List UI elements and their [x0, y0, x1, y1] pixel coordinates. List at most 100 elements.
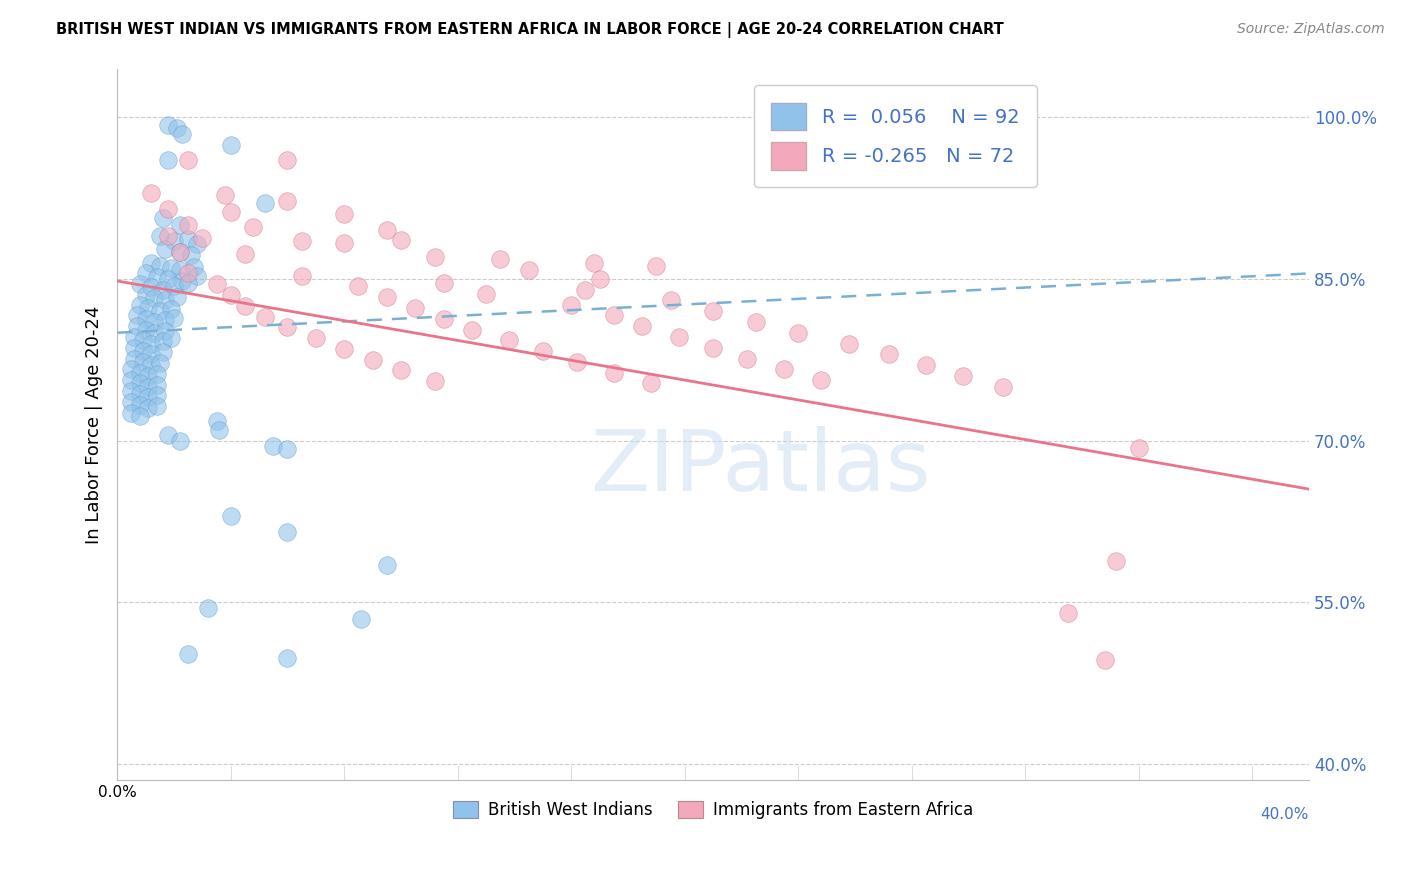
Point [149, 259, 172, 273]
Point [166, 120, 188, 135]
Point [631, 319, 654, 334]
Point [155, 313, 177, 327]
Point [461, 322, 484, 336]
Point [645, 259, 668, 273]
Point [333, 342, 356, 356]
Point [183, 260, 205, 274]
Point [744, 315, 766, 329]
Point [952, 368, 974, 383]
Point [122, 341, 145, 355]
Point [125, 319, 148, 334]
Point [172, 128, 194, 142]
Point [135, 311, 157, 326]
Point [128, 398, 150, 412]
Point [120, 384, 142, 398]
Text: 40.0%: 40.0% [1261, 807, 1309, 822]
Point [233, 299, 256, 313]
Point [305, 331, 328, 345]
Point [423, 250, 446, 264]
Point [177, 232, 200, 246]
Point [350, 611, 373, 625]
Point [432, 311, 454, 326]
Point [877, 347, 900, 361]
Point [128, 298, 150, 312]
Point [146, 388, 169, 402]
Point [122, 351, 145, 366]
Point [143, 315, 166, 329]
Point [735, 351, 758, 366]
Point [588, 272, 610, 286]
Point [128, 277, 150, 292]
Point [160, 260, 183, 275]
Point [640, 376, 662, 391]
Point [163, 279, 186, 293]
Text: BRITISH WEST INDIAN VS IMMIGRANTS FROM EASTERN AFRICA IN LABOR FORCE | AGE 20-24: BRITISH WEST INDIAN VS IMMIGRANTS FROM E… [56, 22, 1004, 38]
Point [1128, 441, 1150, 455]
Point [141, 347, 163, 361]
Point [574, 283, 596, 297]
Point [160, 331, 183, 345]
Point [219, 138, 242, 153]
Point [138, 391, 160, 405]
Point [333, 207, 356, 221]
Point [169, 218, 191, 232]
Point [120, 394, 142, 409]
Point [149, 304, 172, 318]
Point [138, 368, 160, 383]
Point [146, 367, 169, 381]
Point [132, 344, 155, 359]
Point [135, 288, 157, 302]
Point [423, 374, 446, 388]
Point [128, 376, 150, 391]
Point [128, 387, 150, 401]
Point [208, 423, 231, 437]
Point [135, 322, 157, 336]
Point [143, 326, 166, 340]
Point [143, 291, 166, 305]
Point [157, 228, 180, 243]
Point [157, 202, 180, 216]
Point [155, 242, 177, 256]
Point [132, 333, 155, 347]
Point [166, 290, 188, 304]
Point [702, 304, 724, 318]
Point [276, 194, 298, 209]
Point [291, 234, 314, 248]
Point [531, 344, 554, 359]
Point [389, 233, 412, 247]
Point [155, 293, 177, 308]
Point [668, 330, 690, 344]
Point [135, 267, 157, 281]
Point [152, 211, 174, 226]
Point [141, 336, 163, 351]
Point [177, 153, 200, 168]
Point [219, 205, 242, 219]
Point [177, 218, 200, 232]
Point [1057, 606, 1080, 620]
Point [160, 301, 183, 316]
Point [1105, 554, 1128, 568]
Point [169, 244, 191, 259]
Point [157, 272, 180, 286]
Point [169, 434, 191, 448]
Point [172, 274, 194, 288]
Point [276, 442, 298, 457]
Point [186, 237, 208, 252]
Point [177, 647, 200, 661]
Point [157, 118, 180, 132]
Point [197, 600, 219, 615]
Point [276, 320, 298, 334]
Point [219, 509, 242, 524]
Point [120, 373, 142, 387]
Legend: British West Indians, Immigrants from Eastern Africa: British West Indians, Immigrants from Ea… [447, 794, 980, 825]
Point [404, 301, 426, 315]
Point [141, 358, 163, 372]
Point [177, 267, 200, 281]
Point [138, 379, 160, 393]
Point [291, 268, 314, 283]
Point [347, 279, 370, 293]
Point [146, 269, 169, 284]
Point [169, 244, 191, 259]
Point [333, 236, 356, 251]
Point [138, 301, 160, 315]
